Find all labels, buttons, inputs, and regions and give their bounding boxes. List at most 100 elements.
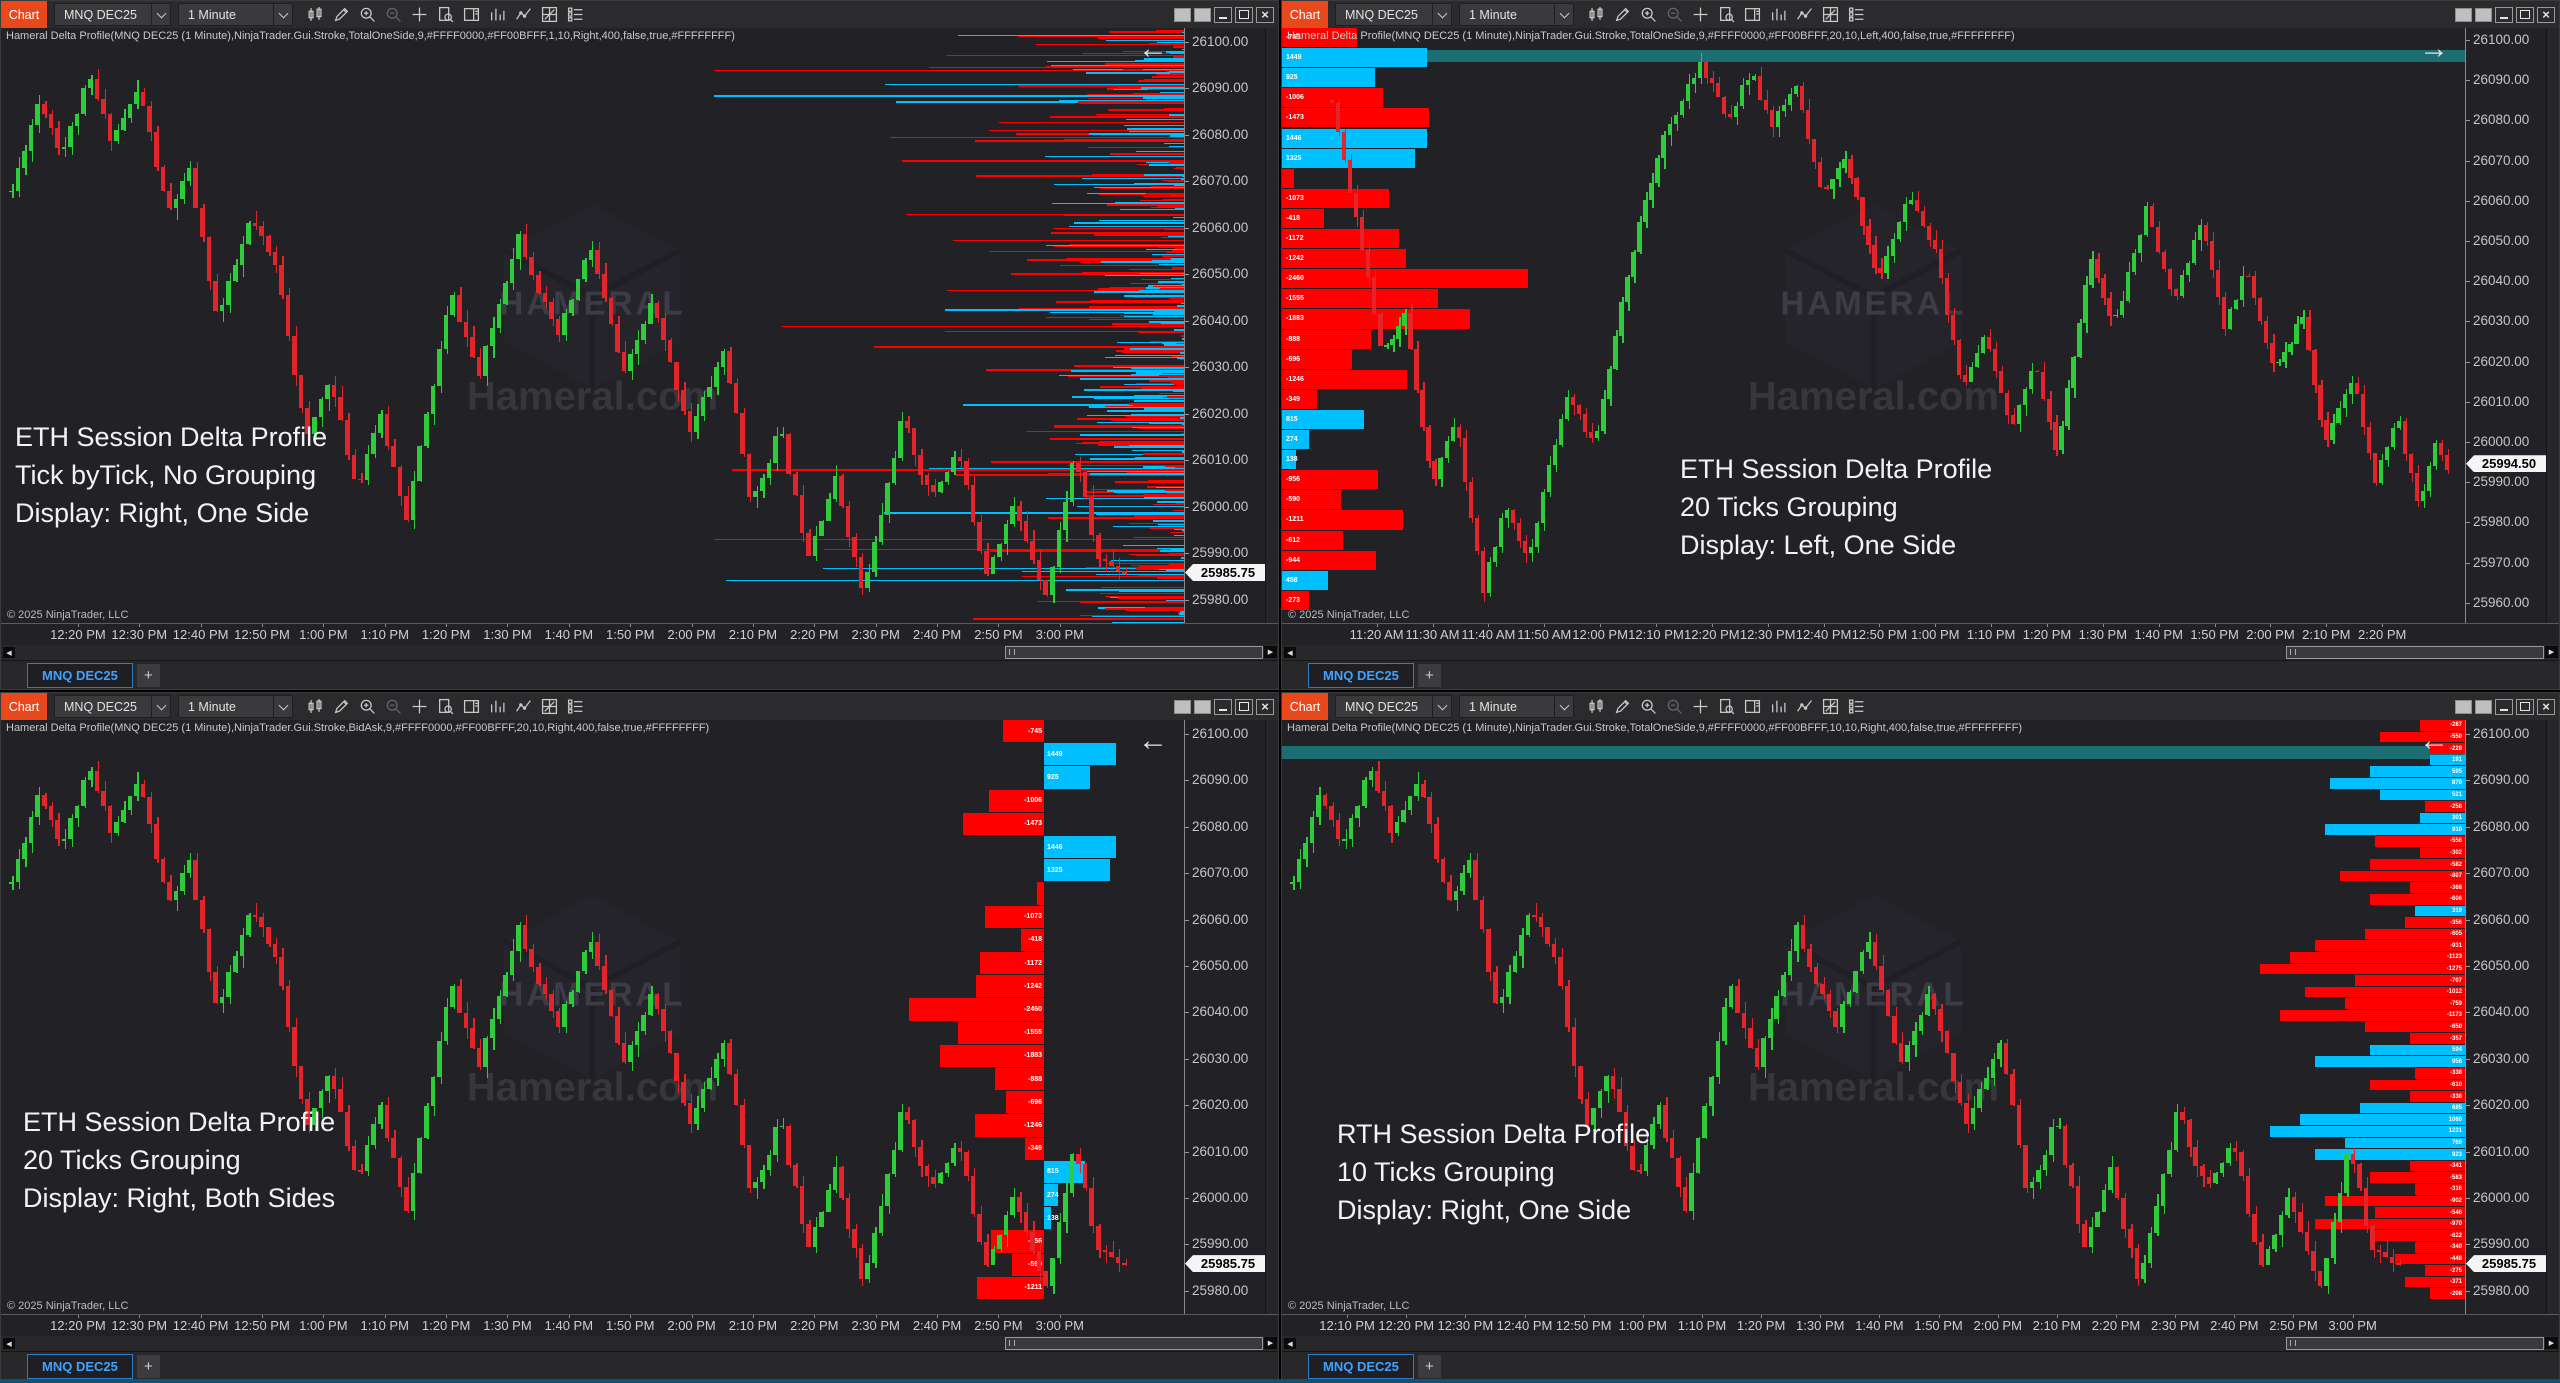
chart-tab[interactable]: Chart (1, 693, 47, 720)
properties-icon[interactable] (1845, 4, 1867, 26)
scroll-right-button[interactable]: ▶ (2545, 646, 2558, 658)
data-box-icon[interactable] (1715, 4, 1737, 26)
scroll-left-button[interactable]: ◀ (3, 1338, 15, 1349)
workspace-button[interactable] (2455, 699, 2472, 714)
crosshair-icon[interactable] (408, 4, 430, 26)
maximize-button[interactable] (1235, 698, 1253, 715)
chart-tab[interactable]: Chart (1282, 693, 1328, 720)
instrument-tab[interactable]: MNQ DEC25 (1308, 1353, 1414, 1379)
templates-icon[interactable] (538, 696, 560, 718)
chart-area[interactable]: HAMERAL Hameral.com Hameral Delta Profil… (1, 28, 1184, 623)
drawing-tools-icon[interactable] (1611, 696, 1633, 718)
scroll-left-button[interactable]: ◀ (1284, 1338, 1296, 1349)
add-tab-button[interactable]: + (136, 663, 160, 687)
workspace-button[interactable] (2475, 699, 2492, 714)
workspace-button[interactable] (1194, 7, 1211, 22)
add-tab-button[interactable]: + (1417, 1354, 1441, 1378)
chart-trader-icon[interactable] (1741, 696, 1763, 718)
chart-tab[interactable]: Chart (1, 1, 47, 28)
zoom-out-icon[interactable] (1663, 696, 1685, 718)
strategies-icon[interactable] (1793, 696, 1815, 718)
chart-tab[interactable]: Chart (1282, 1, 1328, 28)
drawing-tools-icon[interactable] (1611, 4, 1633, 26)
indicator-label[interactable]: Hameral Delta Profile(MNQ DEC25 (1 Minut… (1287, 722, 2023, 734)
indicator-label[interactable]: Hameral Delta Profile(MNQ DEC25 (1 Minut… (1287, 30, 2015, 42)
close-button[interactable]: × (2537, 698, 2555, 715)
zoom-in-icon[interactable] (356, 4, 378, 26)
candlestick-style-icon[interactable] (1585, 696, 1607, 718)
workspace-button[interactable] (1194, 699, 1211, 714)
maximize-button[interactable] (2516, 698, 2534, 715)
minimize-button[interactable] (2495, 6, 2513, 23)
price-axis[interactable]: 26100.00 26090.00 26080.00 26070.00 26060.00… (2465, 28, 2546, 623)
horizontal-scrollbar-thumb[interactable] (2286, 1337, 2544, 1350)
crosshair-icon[interactable] (1689, 696, 1711, 718)
chart-area[interactable]: HAMERAL Hameral.com -745 1449 925 -1006 -147… (1, 720, 1184, 1314)
zoom-out-icon[interactable] (382, 4, 404, 26)
indicator-label[interactable]: Hameral Delta Profile(MNQ DEC25 (1 Minut… (6, 722, 710, 734)
close-button[interactable]: × (2537, 6, 2555, 23)
scroll-to-end-arrow[interactable]: ← (1138, 32, 1168, 65)
price-axis[interactable]: 26100.00 26090.00 26080.00 26070.00 26060.00… (1184, 28, 1265, 623)
data-box-icon[interactable] (1715, 696, 1737, 718)
price-axis[interactable]: 26100.00 26090.00 26080.00 26070.00 26060.00… (2465, 720, 2546, 1314)
indicators-icon[interactable] (486, 696, 508, 718)
candlestick-style-icon[interactable] (1585, 4, 1607, 26)
instrument-dropdown[interactable]: MNQ DEC25 (1335, 695, 1452, 718)
add-tab-button[interactable]: + (1417, 663, 1441, 687)
instrument-dropdown[interactable]: MNQ DEC25 (54, 695, 171, 718)
zoom-out-icon[interactable] (382, 696, 404, 718)
zoom-in-icon[interactable] (356, 696, 378, 718)
minimize-button[interactable] (1214, 698, 1232, 715)
strategies-icon[interactable] (512, 696, 534, 718)
scroll-to-end-arrow[interactable]: ← (1138, 724, 1168, 757)
chart-trader-icon[interactable] (460, 4, 482, 26)
templates-icon[interactable] (538, 4, 560, 26)
horizontal-scrollbar-thumb[interactable] (1005, 1337, 1263, 1350)
scroll-left-button[interactable]: ◀ (3, 647, 15, 658)
instrument-tab[interactable]: MNQ DEC25 (27, 1353, 133, 1379)
scroll-left-button[interactable]: ◀ (1284, 647, 1296, 658)
properties-icon[interactable] (1845, 696, 1867, 718)
time-axis[interactable]: 12:10 PM 12:20 PM 12:30 PM 12:40 PM 12:50 PM… (1282, 1314, 2559, 1336)
templates-icon[interactable] (1819, 696, 1841, 718)
indicator-label[interactable]: Hameral Delta Profile(MNQ DEC25 (1 Minut… (6, 30, 735, 42)
scroll-right-button[interactable]: ▶ (1264, 1337, 1277, 1349)
chart-area[interactable]: HAMERAL Hameral.com -745 1449 925 -1006 -147… (1282, 28, 2465, 623)
workspace-button[interactable] (1174, 699, 1191, 714)
workspace-button[interactable] (2455, 7, 2472, 22)
properties-icon[interactable] (564, 4, 586, 26)
scroll-right-button[interactable]: ▶ (1264, 646, 1277, 658)
interval-dropdown[interactable]: 1 Minute (1459, 695, 1574, 718)
crosshair-icon[interactable] (408, 696, 430, 718)
interval-dropdown[interactable]: 1 Minute (178, 3, 293, 26)
scroll-to-end-arrow[interactable]: → (2419, 32, 2449, 65)
instrument-dropdown[interactable]: MNQ DEC25 (54, 3, 171, 26)
interval-dropdown[interactable]: 1 Minute (1459, 3, 1574, 26)
zoom-in-icon[interactable] (1637, 696, 1659, 718)
maximize-button[interactable] (1235, 6, 1253, 23)
chart-trader-icon[interactable] (460, 696, 482, 718)
zoom-in-icon[interactable] (1637, 4, 1659, 26)
scroll-right-button[interactable]: ▶ (2545, 1337, 2558, 1349)
candlestick-style-icon[interactable] (304, 696, 326, 718)
chart-area[interactable]: HAMERAL Hameral.com -287 -550 -228 191 595 87… (1282, 720, 2465, 1314)
price-axis[interactable]: 26100.00 26090.00 26080.00 26070.00 26060.00… (1184, 720, 1265, 1314)
instrument-tab[interactable]: MNQ DEC25 (27, 662, 133, 688)
time-axis[interactable]: 11:20 AM 11:30 AM 11:40 AM 11:50 AM 12:00 PM… (1282, 623, 2559, 645)
instrument-tab[interactable]: MNQ DEC25 (1308, 662, 1414, 688)
workspace-button[interactable] (2475, 7, 2492, 22)
indicators-icon[interactable] (486, 4, 508, 26)
scroll-to-end-arrow[interactable]: ← (2419, 724, 2449, 757)
data-box-icon[interactable] (434, 696, 456, 718)
time-axis[interactable]: 12:20 PM 12:30 PM 12:40 PM 12:50 PM 1:00 PM 1… (1, 623, 1278, 645)
zoom-out-icon[interactable] (1663, 4, 1685, 26)
horizontal-scrollbar-thumb[interactable] (1005, 646, 1263, 659)
properties-icon[interactable] (564, 696, 586, 718)
chart-trader-icon[interactable] (1741, 4, 1763, 26)
templates-icon[interactable] (1819, 4, 1841, 26)
interval-dropdown[interactable]: 1 Minute (178, 695, 293, 718)
maximize-button[interactable] (2516, 6, 2534, 23)
candlestick-style-icon[interactable] (304, 4, 326, 26)
instrument-dropdown[interactable]: MNQ DEC25 (1335, 3, 1452, 26)
